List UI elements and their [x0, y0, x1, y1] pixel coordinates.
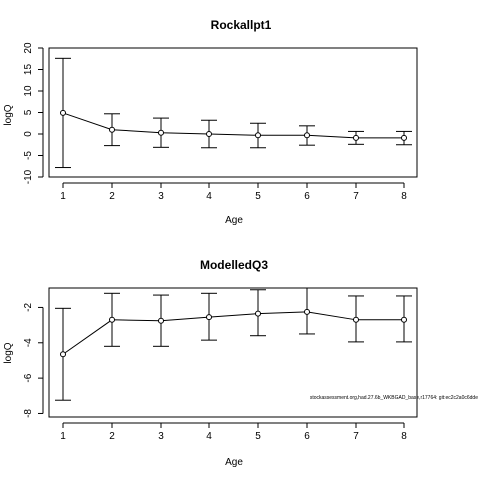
chart-title: ModelledQ3	[200, 258, 268, 272]
data-point	[158, 129, 164, 136]
x-tick-label: 8	[401, 191, 407, 202]
plot-frame	[48, 47, 418, 178]
y-tick-label: 10	[23, 85, 34, 97]
y-axis-label: logQ	[3, 104, 14, 125]
y-tick-label: -6	[23, 373, 34, 382]
y-tick-label: -8	[23, 409, 34, 418]
y-tick-label: 0	[23, 131, 34, 137]
x-tick-label: 4	[206, 431, 212, 442]
y-tick-label: -2	[23, 303, 34, 312]
data-point	[255, 132, 261, 139]
x-tick-label: 6	[304, 191, 310, 202]
y-tick-label: -5	[23, 151, 34, 160]
data-point	[109, 126, 115, 133]
x-tick-label: 3	[158, 191, 164, 202]
x-axis-label: Age	[225, 457, 243, 468]
data-point	[206, 131, 212, 137]
x-tick-label: 2	[109, 431, 115, 442]
data-point	[109, 316, 115, 323]
x-tick-label: 6	[304, 431, 310, 442]
data-point	[255, 310, 261, 317]
y-axis-label: logQ	[3, 342, 14, 363]
x-tick-label: 4	[206, 191, 212, 202]
series-line	[62, 311, 404, 355]
y-tick-label: 15	[23, 64, 34, 76]
footnote: stockassessment.org,had.27.6b_WKBGAD_bas…	[310, 395, 478, 401]
data-point	[353, 134, 359, 141]
y-tick-label: 20	[23, 42, 34, 54]
x-tick-label: 7	[353, 431, 359, 442]
panel-modelledq3: ModelledQ3 Age logQ stockassessment.org,…	[3, 258, 478, 468]
panel-rockallpt1: Rockallpt1 Age logQ 1 2 3 4 5 6 7 8 -10 -5 0 5 10 15 2…	[3, 18, 418, 226]
x-tick-label: 8	[401, 431, 407, 442]
data-point	[304, 132, 310, 139]
data-point	[304, 308, 310, 315]
x-tick-label: 1	[60, 191, 66, 202]
data-point	[353, 316, 359, 323]
plot-frame	[48, 287, 418, 418]
y-tick-label: -4	[23, 338, 34, 347]
x-tick-label: 7	[353, 191, 359, 202]
x-tick-label: 3	[158, 431, 164, 442]
data-point	[60, 109, 66, 116]
data-point	[401, 316, 407, 323]
series-line	[62, 112, 404, 139]
x-axis-label: Age	[225, 215, 243, 226]
data-point	[206, 314, 212, 321]
y-tick-label: -10	[23, 169, 34, 184]
chart-title: Rockallpt1	[211, 18, 272, 32]
data-point	[158, 317, 164, 324]
x-tick-label: 5	[255, 431, 261, 442]
x-tick-label: 2	[109, 191, 115, 202]
x-tick-label: 5	[255, 191, 261, 202]
data-point	[401, 134, 407, 141]
x-tick-label: 1	[60, 431, 66, 442]
data-point	[60, 351, 66, 358]
y-tick-label: 5	[23, 109, 34, 115]
